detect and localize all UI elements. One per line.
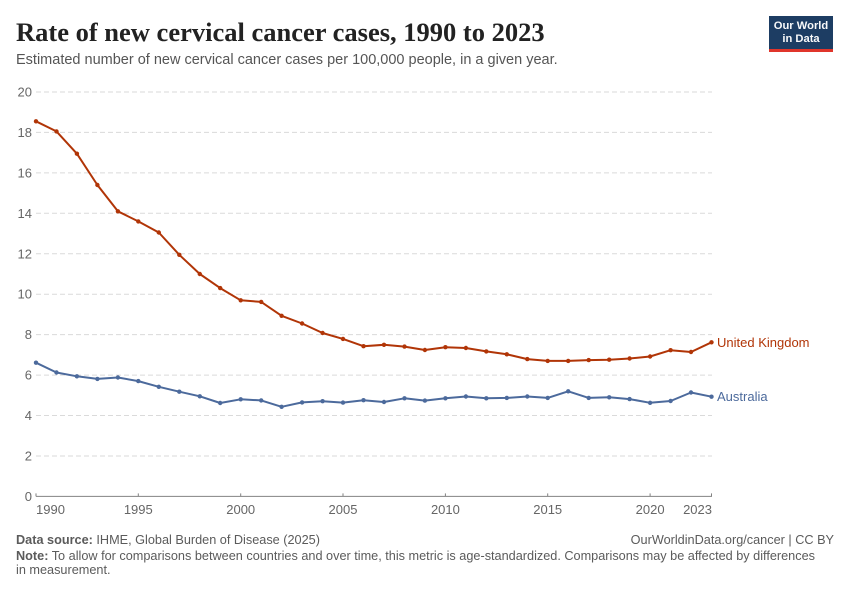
svg-text:1995: 1995	[124, 502, 153, 517]
svg-text:12: 12	[18, 246, 32, 261]
svg-text:2010: 2010	[431, 502, 460, 517]
svg-text:Australia: Australia	[717, 389, 768, 404]
svg-text:2015: 2015	[533, 502, 562, 517]
svg-text:10: 10	[18, 287, 32, 302]
svg-text:16: 16	[18, 165, 32, 180]
svg-text:4: 4	[25, 408, 32, 423]
svg-text:18: 18	[18, 125, 32, 140]
svg-text:2005: 2005	[329, 502, 358, 517]
svg-text:United Kingdom: United Kingdom	[717, 335, 810, 350]
svg-text:1990: 1990	[36, 502, 65, 517]
svg-text:20: 20	[18, 85, 32, 100]
svg-text:2: 2	[25, 449, 32, 464]
svg-text:2020: 2020	[636, 502, 665, 517]
svg-text:2000: 2000	[226, 502, 255, 517]
svg-text:14: 14	[18, 206, 32, 221]
svg-text:2023: 2023	[683, 502, 712, 517]
svg-text:0: 0	[25, 489, 32, 504]
svg-text:8: 8	[25, 327, 32, 342]
svg-text:6: 6	[25, 368, 32, 383]
